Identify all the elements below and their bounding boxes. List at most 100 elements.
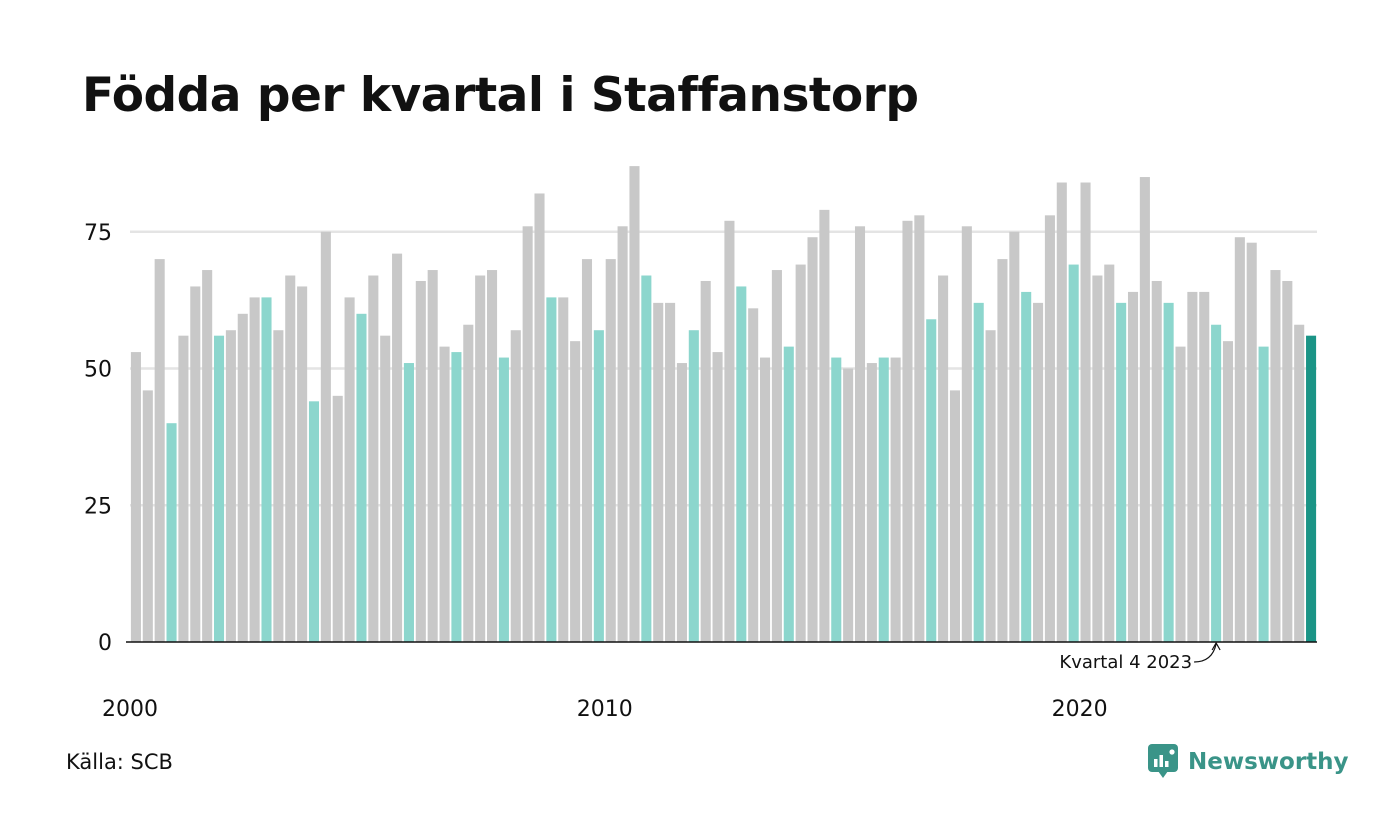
bar <box>368 275 379 642</box>
newsworthy-logo-icon <box>1148 744 1178 778</box>
bar <box>1080 182 1091 642</box>
bar <box>403 363 414 642</box>
y-tick-label: 50 <box>84 358 112 383</box>
bar <box>1199 291 1210 642</box>
bar <box>178 335 189 642</box>
bar <box>1044 215 1055 642</box>
annotation-arrow <box>1194 643 1217 663</box>
bar <box>1104 264 1115 642</box>
y-tick-label: 0 <box>98 631 112 656</box>
bar <box>1092 275 1103 642</box>
bar <box>463 324 474 642</box>
bar <box>949 390 960 642</box>
bar <box>938 275 949 642</box>
bar <box>973 302 984 642</box>
bar <box>617 226 628 642</box>
bar <box>1175 346 1186 642</box>
bar <box>1163 302 1174 642</box>
bar <box>1222 341 1234 642</box>
bar <box>249 297 260 642</box>
bar <box>510 330 521 642</box>
bars <box>130 166 1317 643</box>
bar <box>166 423 177 642</box>
bar <box>534 193 545 642</box>
bar <box>1294 324 1305 642</box>
bar <box>771 270 782 642</box>
bar <box>213 335 225 642</box>
y-tick-label: 25 <box>84 494 112 519</box>
newsworthy-logo: Newsworthy <box>1148 744 1349 780</box>
bar <box>1306 335 1317 642</box>
bar <box>546 297 557 642</box>
brand-name: Newsworthy <box>1188 749 1349 775</box>
bar <box>308 401 320 642</box>
bar <box>427 270 438 642</box>
bar <box>961 226 972 642</box>
bar <box>475 275 486 642</box>
bar <box>498 357 509 642</box>
bar <box>1127 291 1139 642</box>
annotation-label: Kvartal 4 2023 <box>1059 652 1192 673</box>
y-tick-label: 75 <box>84 221 112 246</box>
bar <box>629 166 640 643</box>
bar <box>332 395 343 642</box>
bar <box>1282 280 1293 642</box>
bar <box>1033 302 1044 642</box>
bar <box>878 357 889 642</box>
bar <box>1139 177 1150 643</box>
bar <box>297 286 308 642</box>
x-tick-label: 2000 <box>102 697 158 722</box>
gridlines <box>130 230 1317 507</box>
bar <box>795 264 806 642</box>
bar <box>1246 242 1257 642</box>
bar <box>237 313 248 642</box>
bar <box>712 352 723 642</box>
bar <box>487 270 498 642</box>
bar <box>914 215 925 642</box>
bar <box>724 220 735 642</box>
x-tick-label: 2020 <box>1052 697 1108 722</box>
bar <box>202 270 213 642</box>
bar <box>1234 237 1245 642</box>
bar <box>261 297 272 642</box>
bar <box>665 302 676 642</box>
bar <box>866 363 877 642</box>
bar <box>522 226 533 642</box>
bar <box>1211 324 1222 642</box>
bar <box>415 280 426 642</box>
bar <box>344 297 355 642</box>
bar <box>581 259 593 642</box>
bar <box>819 209 830 642</box>
bar <box>1151 280 1162 642</box>
bar <box>902 220 913 642</box>
bar <box>1258 346 1269 642</box>
bar <box>926 319 937 642</box>
bar <box>605 259 616 642</box>
chart-title: Födda per kvartal i Staffanstorp <box>82 68 919 123</box>
bar <box>688 330 699 642</box>
bar <box>1056 182 1067 642</box>
bar <box>676 363 687 642</box>
bar <box>748 308 759 642</box>
bar <box>130 352 141 642</box>
bar <box>653 302 664 642</box>
bar <box>700 280 711 642</box>
bar <box>831 357 842 642</box>
bar <box>1270 270 1281 642</box>
bar <box>142 390 153 642</box>
bar <box>1068 264 1079 642</box>
bar <box>285 275 296 642</box>
bar <box>356 313 367 642</box>
bar <box>843 368 854 642</box>
source-label: Källa: SCB <box>66 750 173 774</box>
bar <box>1187 291 1198 642</box>
bar <box>273 330 284 642</box>
bar <box>760 357 771 642</box>
bar <box>320 231 331 642</box>
bar <box>783 346 794 642</box>
bar <box>439 346 450 642</box>
bar <box>451 352 462 642</box>
bar <box>570 341 581 642</box>
bar <box>1021 291 1032 642</box>
bar <box>558 297 569 642</box>
